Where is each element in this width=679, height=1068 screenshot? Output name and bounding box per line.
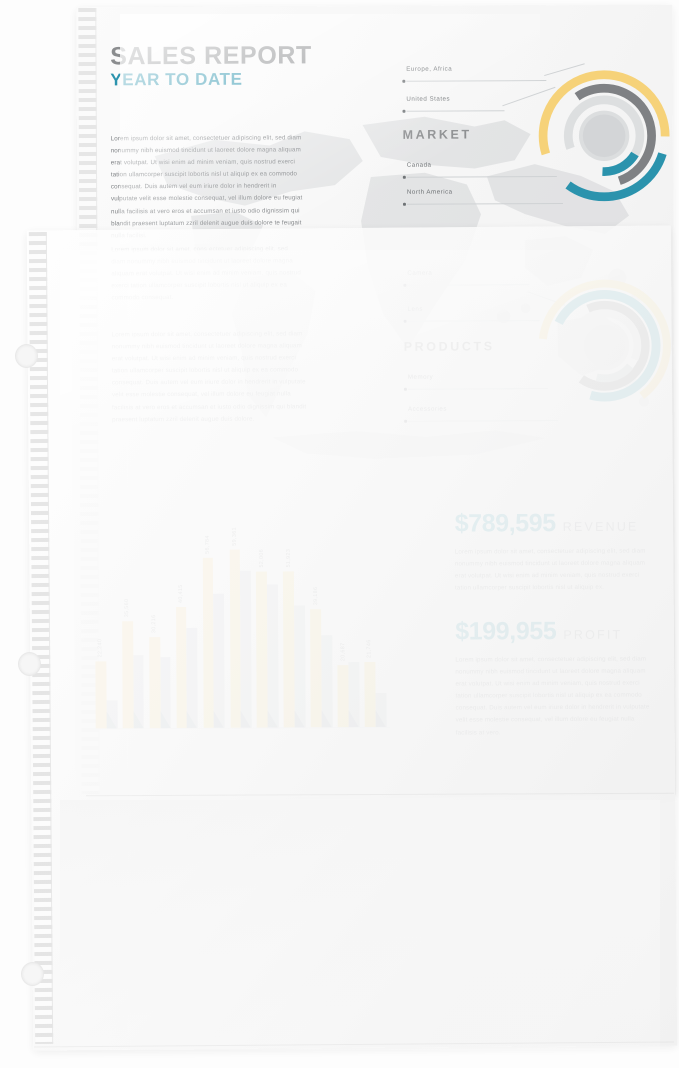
intro-paragraph-1: Lorem ipsum dolor sit amet, consectetuer… [110,134,303,239]
market-callout-dot-4 [402,202,406,206]
binder-hole-middle [17,651,42,677]
market-leader-line-1 [406,80,547,82]
binder-hole-top [14,343,39,369]
sheet-protector-front [26,225,678,1051]
market-callout-canada: Canada [406,161,432,169]
report-title-block: SALES REPORT YEAR TO DATE [110,41,312,91]
page-subtitle: YEAR TO DATE [110,69,243,90]
market-callout-dot-1 [402,79,405,83]
market-callout-north-america: North America [406,188,453,196]
page-title: SALES REPORT [110,41,312,71]
market-callout-europe-africa: Europe, Africa [406,65,453,73]
market-section-title: MARKET [402,127,472,142]
market-callout-united-states: United States [406,95,451,103]
market-callout-dot-3 [402,175,406,179]
market-donut-chart [538,70,670,202]
market-callout-dot-2 [402,109,406,113]
market-section: MARKET Europe, Africa United States Cana… [396,56,670,247]
binder-hole-bottom [20,961,45,987]
market-leader-line-2 [406,110,505,112]
